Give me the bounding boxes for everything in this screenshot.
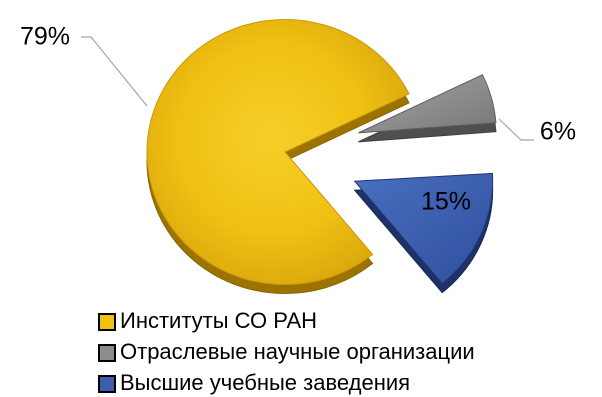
leader-line-institutes (81, 36, 148, 107)
legend-label-universities: Высшие учебные заведения (120, 370, 410, 395)
data-label-branch-orgs: 6% (540, 118, 576, 146)
legend-item-universities: Высшие учебные заведения (98, 370, 410, 395)
pie-slice-branch-orgs (358, 74, 497, 143)
slice-top (146, 19, 410, 286)
pie-slice-universities (353, 172, 494, 294)
slice-top (358, 74, 497, 134)
legend-item-branch-orgs: Отраслевые научные организации (98, 339, 475, 364)
data-label-institutes: 79% (20, 23, 70, 51)
legend: Институты СО РАН Отраслевые научные орга… (98, 308, 475, 395)
leader-line-branch-orgs (498, 118, 534, 141)
slice-top (353, 172, 494, 285)
legend-swatch-institutes (98, 313, 116, 331)
legend-swatch-universities (98, 375, 116, 393)
pie-slice-institutes (146, 19, 410, 295)
data-label-universities: 15% (421, 188, 471, 216)
legend-item-institutes: Институты СО РАН (98, 308, 317, 333)
legend-label-branch-orgs: Отраслевые научные организации (120, 339, 475, 364)
legend-label-institutes: Институты СО РАН (120, 308, 317, 333)
legend-swatch-branch-orgs (98, 344, 116, 362)
